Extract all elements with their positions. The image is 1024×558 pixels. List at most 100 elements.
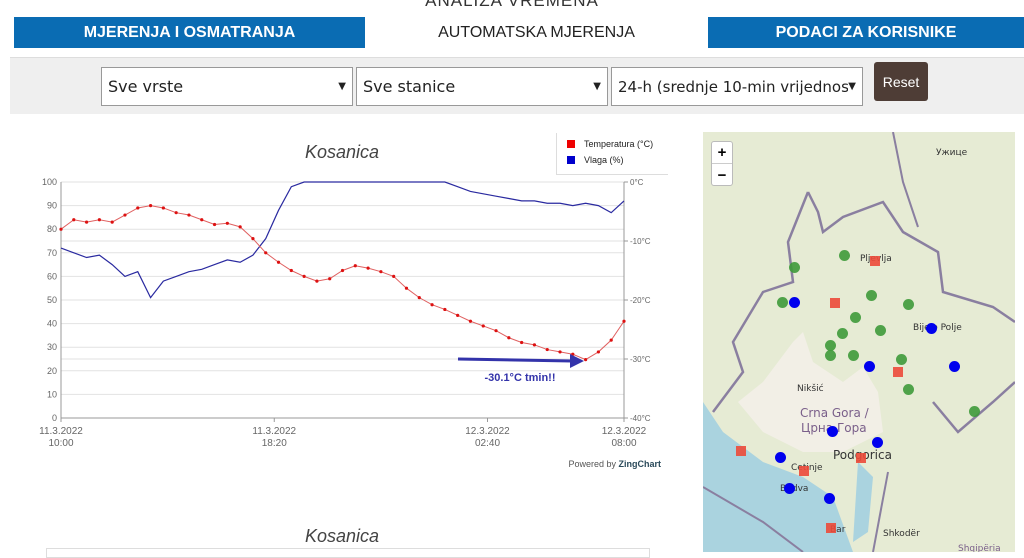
y-right-tick-label: -20°C bbox=[630, 296, 651, 305]
legend-swatch bbox=[567, 156, 575, 164]
station-select-value: Sve stanice bbox=[363, 77, 456, 96]
station-marker[interactable] bbox=[789, 262, 800, 273]
temperature-point bbox=[136, 206, 140, 210]
tab-automatska-mjerenja[interactable]: AUTOMATSKA MJERENJA bbox=[365, 17, 708, 48]
map-label: Bijelo Polje bbox=[913, 323, 962, 333]
period-select[interactable]: 24-h (srednje 10-min vrijednos ▼ bbox=[611, 67, 863, 106]
temperature-point bbox=[289, 268, 293, 273]
y-left-tick-label: 80 bbox=[47, 224, 57, 234]
x-tick-label: 11.3.2022 bbox=[252, 426, 296, 437]
temperature-point bbox=[302, 274, 306, 278]
line-chart: 0 10 20 30 40 50 60 70 80 90 100 0°C -10°C -20°C -30°C… bbox=[39, 177, 661, 469]
station-marker[interactable] bbox=[777, 297, 788, 308]
station-select[interactable]: Sve stanice ▼ bbox=[356, 67, 608, 106]
station-marker[interactable] bbox=[837, 328, 848, 339]
legend-item-temperature[interactable]: Temperatura (°C) bbox=[567, 139, 668, 149]
temperature-point bbox=[584, 357, 588, 362]
x-tick-label: 11.3.2022 bbox=[39, 426, 83, 437]
temperature-point bbox=[212, 222, 217, 227]
temperature-point bbox=[264, 251, 268, 255]
temperature-point bbox=[404, 286, 409, 290]
station-marker[interactable] bbox=[856, 453, 866, 463]
station-marker[interactable] bbox=[775, 452, 786, 463]
y-left-tick-label: 40 bbox=[47, 319, 57, 329]
station-marker[interactable] bbox=[848, 350, 859, 361]
station-marker[interactable] bbox=[839, 250, 850, 261]
temperature-point bbox=[456, 313, 460, 317]
x-tick-label: 08:00 bbox=[611, 438, 636, 449]
station-map[interactable]: Ужице Pljevlja Bijelo Polje Nikšić Crna … bbox=[703, 132, 1015, 552]
station-marker[interactable] bbox=[903, 384, 914, 395]
chevron-down-icon: ▼ bbox=[848, 81, 856, 92]
chevron-down-icon: ▼ bbox=[593, 81, 601, 92]
temperature-point bbox=[417, 296, 421, 300]
tab-podaci-za-korisnike[interactable]: PODACI ZA KORISNIKE bbox=[775, 23, 957, 41]
temperature-point bbox=[443, 307, 447, 312]
temperature-point bbox=[238, 225, 242, 229]
x-tick-label: 12.3.2022 bbox=[602, 426, 647, 437]
station-marker[interactable] bbox=[864, 361, 875, 372]
type-select-value: Sve vrste bbox=[108, 77, 184, 96]
station-marker[interactable] bbox=[850, 312, 861, 323]
temperature-point bbox=[161, 206, 165, 210]
temperature-point bbox=[596, 350, 601, 354]
y-left-tick-label: 0 bbox=[52, 413, 57, 423]
station-marker[interactable] bbox=[926, 323, 937, 334]
temperature-point bbox=[379, 270, 383, 274]
station-marker[interactable] bbox=[875, 325, 886, 336]
period-select-value: 24-h (srednje 10-min vrijednos bbox=[618, 77, 849, 96]
humidity-line bbox=[60, 181, 625, 299]
station-marker[interactable] bbox=[870, 256, 880, 266]
station-marker[interactable] bbox=[789, 297, 800, 308]
tab-mjerenja-i-osmatranja[interactable]: MJERENJA I OSMATRANJA bbox=[83, 23, 296, 41]
station-marker[interactable] bbox=[825, 340, 836, 351]
temperature-point bbox=[353, 264, 357, 268]
station-marker[interactable] bbox=[969, 406, 980, 417]
map-label: Shkodër bbox=[883, 529, 920, 539]
second-chart-title: Kosanica bbox=[305, 526, 380, 546]
station-marker[interactable] bbox=[826, 523, 836, 533]
temperature-point bbox=[366, 266, 370, 270]
temperature-point bbox=[609, 338, 613, 342]
station-marker[interactable] bbox=[784, 483, 795, 494]
temperature-point bbox=[392, 274, 396, 278]
temperature-point bbox=[507, 336, 511, 340]
y-left-tick-label: 100 bbox=[42, 177, 57, 187]
map-label: Crna Gora / bbox=[800, 406, 869, 420]
station-marker[interactable] bbox=[872, 437, 883, 448]
legend-item-humidity[interactable]: Vlaga (%) bbox=[567, 155, 668, 165]
type-select[interactable]: Sve vrste ▼ bbox=[101, 67, 353, 106]
main-tabs: MJERENJA I OSMATRANJA AUTOMATSKA MJERENJ… bbox=[14, 17, 1024, 48]
page-title: ANALIZA VREMENA bbox=[425, 0, 599, 10]
station-marker[interactable] bbox=[799, 466, 809, 476]
y-left-tick-label: 70 bbox=[47, 248, 57, 258]
station-marker[interactable] bbox=[903, 299, 914, 310]
temperature-point bbox=[276, 260, 281, 264]
chart-credit: Powered by ZingChart bbox=[568, 459, 661, 469]
y-left-tick-label: 50 bbox=[47, 295, 57, 305]
x-tick-label: 02:40 bbox=[475, 438, 500, 449]
temperature-point bbox=[532, 343, 537, 347]
temperature-point bbox=[123, 213, 127, 217]
station-marker[interactable] bbox=[830, 298, 840, 308]
station-marker[interactable] bbox=[825, 350, 836, 361]
station-marker[interactable] bbox=[824, 493, 835, 504]
zoom-out-button[interactable]: − bbox=[717, 166, 727, 184]
x-tick-label: 10:00 bbox=[48, 438, 73, 449]
temperature-point bbox=[187, 213, 191, 217]
legend-label: Vlaga (%) bbox=[584, 155, 624, 165]
station-marker[interactable] bbox=[896, 354, 907, 365]
station-marker[interactable] bbox=[827, 426, 838, 437]
temperature-point bbox=[622, 319, 626, 323]
map-label: Shqipëria bbox=[958, 544, 1001, 552]
station-marker[interactable] bbox=[949, 361, 960, 372]
station-marker[interactable] bbox=[866, 290, 877, 301]
zoom-in-button[interactable]: + bbox=[712, 142, 732, 164]
temperature-point bbox=[340, 268, 345, 273]
station-marker[interactable] bbox=[893, 367, 903, 377]
temperature-point bbox=[200, 218, 204, 222]
reset-button[interactable]: Reset bbox=[874, 62, 928, 101]
map-label: Bar bbox=[830, 525, 846, 535]
temperature-point bbox=[558, 350, 562, 354]
station-marker[interactable] bbox=[736, 446, 746, 456]
